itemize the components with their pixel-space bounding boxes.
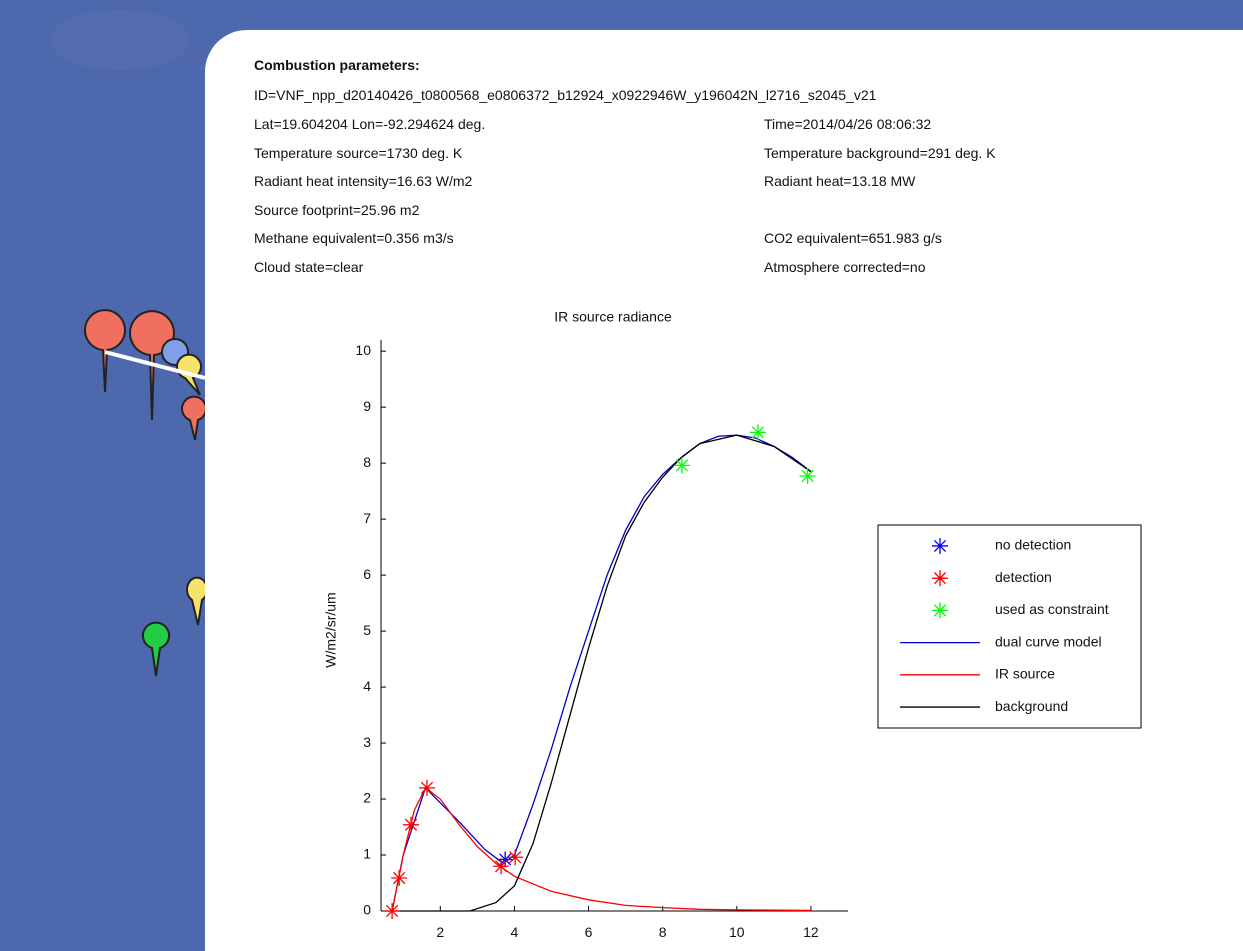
data-point — [391, 870, 407, 886]
data-point — [507, 849, 523, 865]
y-tick-label: 0 — [363, 902, 371, 918]
y-tick-label: 1 — [363, 846, 371, 862]
page: {"popup": { "title": "Combustion paramet… — [0, 0, 1243, 951]
y-tick-label: 9 — [363, 398, 371, 414]
y-tick-label: 7 — [363, 510, 371, 526]
x-tick-label: 2 — [436, 924, 444, 940]
legend-label: dual curve model — [995, 633, 1102, 649]
data-line — [392, 788, 811, 911]
legend-label: no detection — [995, 537, 1071, 553]
data-point — [403, 817, 419, 833]
data-point — [750, 424, 766, 440]
y-tick-label: 4 — [363, 678, 371, 694]
legend-marker — [932, 570, 948, 586]
x-tick-label: 12 — [803, 924, 819, 940]
y-tick-label: 3 — [363, 734, 371, 750]
data-line — [385, 435, 811, 911]
data-point — [674, 457, 690, 473]
legend-label: detection — [995, 569, 1052, 585]
x-tick-label: 10 — [729, 924, 745, 940]
data-point — [419, 780, 435, 796]
legend-marker — [932, 538, 948, 554]
y-tick-label: 10 — [355, 342, 371, 358]
y-tick-label: 2 — [363, 790, 371, 806]
chart-title: IR source radiance — [554, 309, 672, 325]
legend-label: IR source — [995, 666, 1055, 682]
y-axis-label: W/m2/sr/um — [323, 592, 339, 667]
data-line — [392, 435, 811, 911]
data-point — [384, 903, 400, 919]
data-point — [493, 858, 509, 874]
x-tick-label: 8 — [659, 924, 667, 940]
x-tick-label: 4 — [511, 924, 519, 940]
legend-label: used as constraint — [995, 601, 1109, 617]
legend-marker — [932, 602, 948, 618]
y-tick-label: 6 — [363, 566, 371, 582]
y-tick-label: 5 — [363, 622, 371, 638]
x-tick-label: 6 — [585, 924, 593, 940]
chart: IR source radiance W/m2/sr/um 0123456789… — [0, 0, 1243, 951]
data-point — [800, 468, 816, 484]
legend-label: background — [995, 698, 1068, 714]
y-tick-label: 8 — [363, 454, 371, 470]
